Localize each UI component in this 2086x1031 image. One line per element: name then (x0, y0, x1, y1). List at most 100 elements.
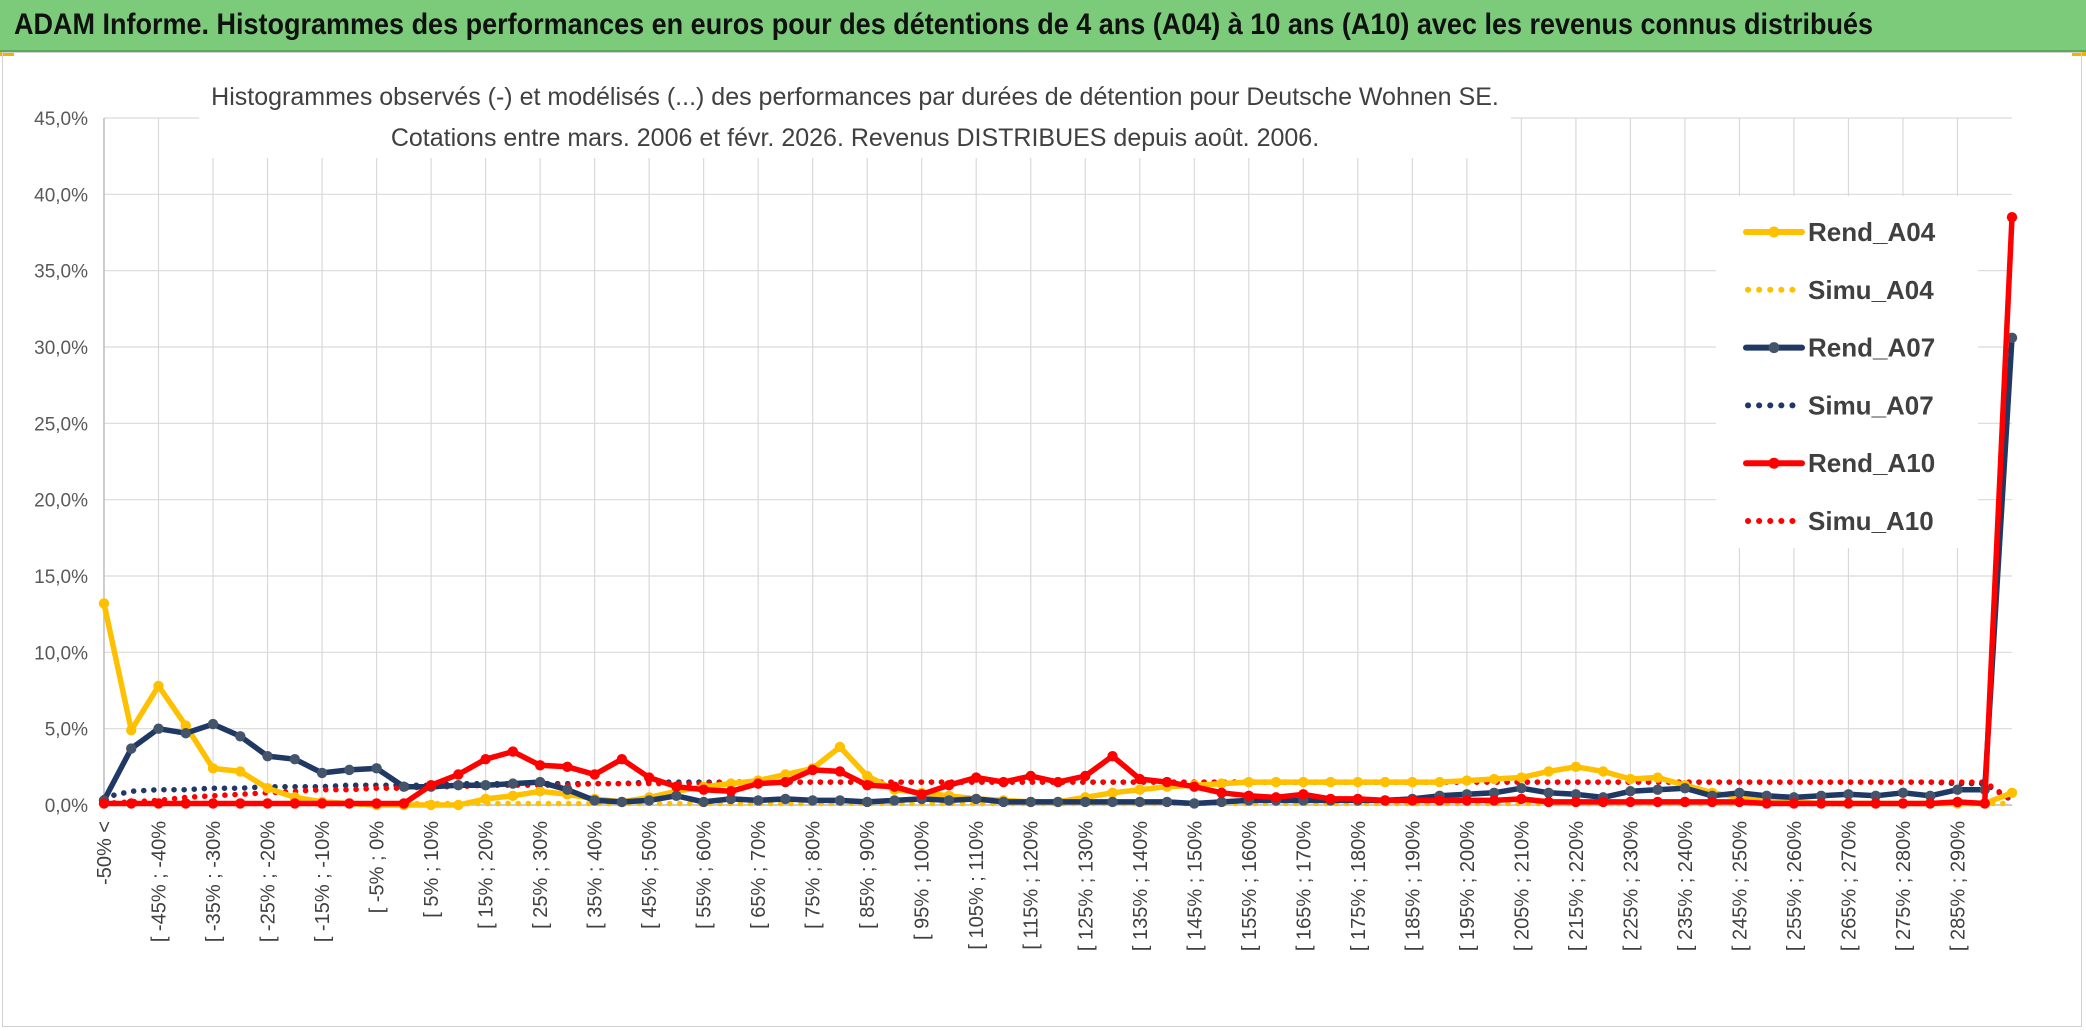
x-tick-label: [ 45% ; 50% (639, 821, 661, 929)
data-point (398, 798, 410, 809)
data-point (1407, 795, 1418, 806)
data-point (1434, 795, 1445, 806)
data-point (507, 746, 519, 757)
data-point (616, 754, 628, 765)
x-axis-ticks: -50% < [ -45% ; -40% [ -35% ; -30% [ -25% ;… (94, 821, 1969, 951)
legend-label: Simu_A04 (1808, 275, 1934, 305)
data-point (1870, 790, 1881, 802)
data-point (1516, 772, 1527, 783)
data-point (1461, 795, 1473, 806)
data-point (235, 798, 246, 809)
data-point (1052, 796, 1064, 808)
data-point (834, 741, 846, 753)
y-tick-label: 30,0% (34, 338, 88, 359)
data-point (1652, 796, 1663, 808)
legend-item-rend-a04: Rend_A04 (1743, 217, 1936, 247)
series-rend-a10 (98, 212, 2018, 809)
data-point (453, 779, 464, 791)
data-point (643, 795, 655, 806)
data-point (1706, 796, 1718, 808)
data-point (998, 776, 1009, 788)
data-point (1788, 798, 1800, 809)
x-tick-label: [ 175% ; 180% (1348, 821, 1370, 951)
data-point (371, 763, 382, 774)
data-point (1243, 790, 1255, 802)
data-point (834, 795, 846, 806)
data-point (2006, 332, 2018, 344)
data-point (1243, 776, 1255, 788)
y-axis-ticks: 0,0% 5,0% 10,0% 15,0% 20,0% 25,0% 30,0% 35,0% 40… (34, 109, 88, 817)
data-point (1270, 792, 1282, 803)
data-point (698, 796, 709, 808)
data-point (1025, 796, 1036, 808)
data-point (1052, 776, 1064, 788)
data-point (1925, 798, 1936, 809)
x-tick-label: [ -35% ; -30% (203, 821, 225, 942)
x-tick-label: [ 215% ; 220% (1566, 821, 1588, 951)
x-tick-label: [ 265% ; 270% (1838, 821, 1860, 951)
data-point (1516, 783, 1527, 794)
data-point (425, 779, 437, 791)
x-tick-label: [ 55% ; 60% (694, 821, 716, 929)
data-point (2006, 787, 2018, 798)
x-tick-label: [ 5% ; 10% (421, 821, 443, 918)
x-tick-label: [ 275% ; 280% (1893, 821, 1915, 951)
data-point (316, 798, 328, 809)
data-point (1189, 798, 1200, 809)
data-point (1652, 784, 1663, 795)
legend-item-simu-a04: Simu_A04 (1745, 275, 1934, 305)
x-tick-label: [ -25% ; -20% (258, 821, 280, 942)
data-point (1325, 793, 1336, 805)
data-point (207, 798, 219, 809)
legend-marker (1768, 226, 1780, 238)
data-point (480, 793, 491, 805)
data-point (971, 793, 982, 805)
data-point (1761, 790, 1772, 802)
data-point (752, 795, 764, 806)
data-point (889, 781, 900, 792)
data-point (807, 764, 818, 776)
data-point (1488, 795, 1500, 806)
x-tick-label: [ 245% ; 250% (1729, 821, 1751, 951)
x-tick-label: [ 145% ; 150% (1184, 821, 1206, 951)
data-point (1543, 787, 1554, 798)
x-tick-label: [ -45% ; -40% (149, 821, 171, 942)
data-point (1379, 776, 1391, 788)
data-point (698, 784, 709, 795)
data-point (943, 795, 955, 806)
data-point (725, 786, 737, 797)
data-point (971, 772, 982, 783)
data-point (725, 793, 737, 805)
data-point (180, 728, 191, 739)
data-point (1597, 766, 1609, 777)
data-point (1107, 787, 1118, 798)
data-point (1407, 776, 1418, 788)
data-point (1216, 796, 1227, 808)
x-tick-label: [ 115% ; 120% (1021, 821, 1043, 950)
y-tick-label: 20,0% (34, 491, 88, 512)
y-tick-label: 10,0% (34, 643, 88, 664)
legend-label: Rend_A07 (1808, 333, 1935, 363)
x-tick-label: [ 15% ; 20% (476, 821, 498, 929)
data-point (1734, 796, 1745, 808)
x-tick-label: [ 205% ; 210% (1511, 821, 1533, 951)
x-tick-label: [ 25% ; 30% (530, 821, 552, 929)
data-point (1298, 776, 1309, 788)
data-point (862, 796, 873, 808)
y-tick-label: 5,0% (45, 720, 88, 741)
data-point (480, 779, 491, 791)
data-point (371, 798, 382, 809)
data-point (98, 598, 110, 609)
legend-item-rend-a07: Rend_A07 (1743, 333, 1935, 363)
data-point (1488, 773, 1500, 785)
data-point (1652, 772, 1663, 783)
data-point (453, 799, 464, 811)
data-point (1134, 784, 1145, 795)
data-point (507, 778, 519, 789)
x-tick-label: [ 195% ; 200% (1457, 821, 1479, 951)
y-tick-label: 25,0% (34, 414, 88, 435)
data-point (1625, 773, 1636, 785)
data-point (98, 798, 110, 809)
legend-marker (1768, 457, 1780, 469)
